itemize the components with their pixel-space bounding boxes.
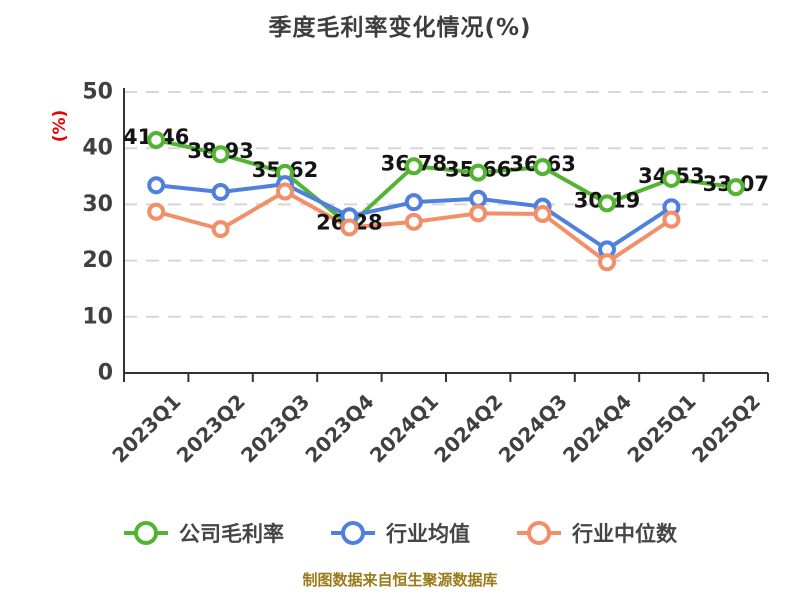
- y-tick-label-10: 10: [82, 304, 113, 329]
- y-tick-label-40: 40: [82, 136, 113, 161]
- industry-median-point-2024Q1[interactable]: [404, 212, 423, 231]
- industry-median-point-2023Q1[interactable]: [147, 202, 166, 221]
- chart-legend: 公司毛利率 行业均值 行业中位数: [0, 518, 800, 548]
- industry-median-point-2024Q3[interactable]: [533, 204, 552, 223]
- industry-median-point-2023Q4[interactable]: [340, 218, 359, 237]
- industry-median-legend-marker-icon: [517, 521, 561, 545]
- legend-item-industry-median[interactable]: 行业中位数: [516, 518, 677, 548]
- y-tick-label-30: 30: [82, 192, 113, 217]
- y-tick-label-50: 50: [82, 80, 113, 105]
- chart-title: 季度毛利率变化情况(%): [268, 15, 532, 41]
- company-gross-margin-point-2024Q3[interactable]: [533, 158, 552, 177]
- industry-average-legend-marker-icon: [331, 521, 375, 545]
- x-tick-label-2025Q2: 2025Q2: [687, 389, 765, 467]
- company-gross-margin-point-2023Q1[interactable]: [147, 130, 166, 149]
- industry-median-point-2023Q2[interactable]: [211, 220, 230, 239]
- x-tick-label-2024Q3: 2024Q3: [494, 389, 572, 467]
- industry-average-point-2024Q1[interactable]: [404, 193, 423, 212]
- x-tick-label-2023Q4: 2023Q4: [300, 389, 378, 467]
- company-gross-margin-point-2024Q1[interactable]: [404, 157, 423, 176]
- legend-label: 公司毛利率: [179, 522, 284, 546]
- data-source-caption: 制图数据来自恒生聚源数据库: [302, 571, 498, 589]
- industry-average-point-2024Q2[interactable]: [469, 189, 488, 208]
- x-tick-label-2024Q4: 2024Q4: [558, 389, 636, 467]
- x-tick-label-2023Q1: 2023Q1: [107, 389, 185, 467]
- x-tick-label-2024Q2: 2024Q2: [429, 389, 507, 467]
- x-tick-label-2024Q1: 2024Q1: [365, 389, 443, 467]
- legend-label: 行业均值: [386, 522, 470, 546]
- legend-item-industry-average[interactable]: 行业均值: [330, 518, 470, 548]
- company-gross-margin-line[interactable]: [154, 137, 738, 228]
- y-tick-label-20: 20: [82, 248, 113, 273]
- industry-median-point-2024Q4[interactable]: [598, 253, 616, 272]
- x-tick-label-2023Q3: 2023Q3: [236, 389, 314, 467]
- industry-average-point-2023Q2[interactable]: [211, 183, 230, 202]
- x-tick-label-2025Q1: 2025Q1: [622, 389, 700, 467]
- legend-label: 行业中位数: [572, 522, 677, 546]
- company-gross-margin-point-2024Q4[interactable]: [598, 194, 616, 213]
- x-tick-label-2023Q2: 2023Q2: [172, 389, 250, 467]
- industry-median-point-2024Q2[interactable]: [469, 204, 488, 223]
- company-gross-margin-point-2025Q2[interactable]: [726, 178, 745, 197]
- industry-average-point-2023Q1[interactable]: [147, 176, 166, 195]
- industry-median-point-2025Q1[interactable]: [662, 210, 681, 229]
- company-gross-margin-point-2023Q2[interactable]: [211, 145, 230, 164]
- y-tick-label-0: 0: [98, 361, 113, 386]
- industry-median-point-2023Q3[interactable]: [276, 182, 294, 201]
- company-gross-margin-point-2024Q2[interactable]: [469, 163, 488, 182]
- company-gross-margin-point-2025Q1[interactable]: [662, 169, 681, 188]
- legend-item-company-gross-margin[interactable]: 公司毛利率: [123, 518, 284, 548]
- company-gross-margin-legend-marker-icon: [124, 521, 168, 545]
